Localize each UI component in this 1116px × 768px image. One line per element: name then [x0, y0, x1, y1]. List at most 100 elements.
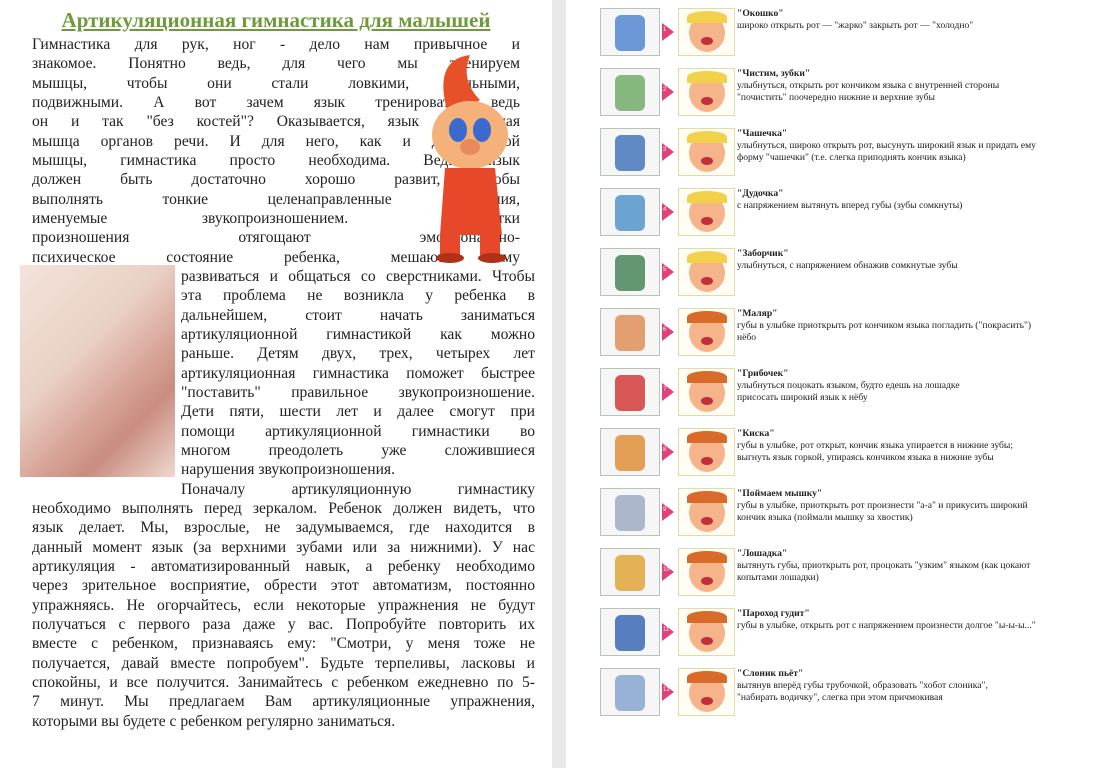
child-face-illustration — [678, 368, 735, 416]
exercise-title: "Заборчик" — [737, 248, 789, 259]
text-line: мышца органов речи. И для него, как и дл… — [32, 132, 520, 150]
exercise-title: "Чистим, зубки" — [737, 68, 811, 79]
child-face-illustration — [678, 248, 735, 296]
exercise-item: 3 "Чашечка" улыбнуться, широко открыть рот… — [600, 128, 1110, 180]
text-line: нарушения звукопроизношения. — [181, 461, 395, 479]
exercise-item: 6 "Маляр" губы в улыбке приоткрыть рот кон… — [600, 308, 1110, 360]
text-line: 7 минут. Мы предлагаем Вам артикуляционн… — [32, 693, 535, 711]
child-face-illustration — [678, 608, 735, 656]
left-page: Артикуляционная гимнастика для малышей Г… — [0, 0, 552, 768]
exercise-description: выгнуть язык горкой, упираясь кончиком я… — [737, 452, 994, 463]
text-line: через зрительное восприятие, обрести это… — [32, 577, 535, 595]
text-line: артикуляционной гимнастикой как можно — [181, 325, 535, 343]
text-line: Гимнастика для рук, ног - дело нам привы… — [32, 36, 520, 53]
exercise-number: 4 — [663, 207, 667, 213]
exercise-illustration — [600, 68, 660, 116]
exercise-description: губы в улыбке, открыть рот с напряжением… — [737, 620, 1036, 631]
exercise-title: "Поймаем мышку" — [737, 488, 823, 499]
text-line: выполнять тонкие целенаправленные движен… — [32, 190, 520, 208]
child-lips-photo — [20, 265, 175, 477]
text-line: Дети пяти, шести лет и далее смогут при — [181, 403, 535, 421]
exercise-description: улыбнуться поцокать языком, будто едешь … — [737, 380, 960, 391]
child-face-illustration — [678, 308, 735, 356]
arrow-icon — [662, 323, 674, 341]
exercise-description: кончик языка (поймали мышку за хвостик) — [737, 512, 913, 523]
text-line: должен быть достаточно хорошо развит, чт… — [32, 171, 520, 189]
exercise-item: 4 "Дудочка" с напряжением вытянуть вперед … — [600, 188, 1110, 240]
exercise-number: 12 — [663, 687, 670, 693]
exercise-description: улыбнуться, широко открыть рот, высунуть… — [737, 140, 1036, 151]
arrow-icon — [662, 143, 674, 161]
text-line: которыми вы будете с ребенком регулярно … — [32, 712, 396, 730]
exercise-number: 9 — [663, 507, 667, 513]
exercise-item: 7 "Грибочек" улыбнуться поцокать языком, б… — [600, 368, 1110, 420]
text-line: Поначалу артикуляционную гимнастику — [181, 480, 535, 498]
exercise-illustration — [600, 488, 660, 536]
child-face-illustration — [678, 668, 735, 716]
text-line: подвижными. А вот зачем язык тренировать… — [32, 93, 520, 111]
exercise-illustration — [600, 248, 660, 296]
arrow-icon — [662, 203, 674, 221]
exercise-illustration — [600, 368, 660, 416]
exercise-description: "набирать водичку", слегка при этом прич… — [737, 692, 943, 703]
text-line: мышцы, гимнастика просто необходима. Вед… — [32, 151, 520, 169]
exercise-item: 10 "Лошадка" вытянуть губы, приоткрыть рот… — [600, 548, 1110, 600]
exercise-title: "Лошадка" — [737, 548, 788, 559]
text-line: получаться с первого раза даже у вас. По… — [32, 615, 535, 633]
arrow-icon — [662, 563, 674, 581]
text-line: эта проблема не возникла у ребенка в — [181, 287, 535, 305]
text-line: раньше. Детям двух, трех, четырех лет — [181, 345, 535, 363]
exercise-title: "Слоник пьёт" — [737, 668, 804, 679]
exercise-item: 9 "Поймаем мышку" губы в улыбке, приоткрыт… — [600, 488, 1110, 540]
exercise-description: губы в улыбке, рот открыт, кончик языка … — [737, 440, 1014, 451]
exercise-description: улыбнуться, с напряжением обнажив сомкну… — [737, 260, 958, 271]
text-line: помощи артикуляционной гимнастики во — [181, 422, 535, 440]
arrow-icon — [662, 23, 674, 41]
exercise-item: 5 "Заборчик" улыбнуться, с напряжением обн… — [600, 248, 1110, 300]
text-line: развиваться и общаться со сверстниками. … — [181, 268, 535, 285]
text-line: "поставить" правильное звукопроизношение… — [181, 383, 535, 401]
exercise-item: 12 "Слоник пьёт" вытянув вперёд губы трубо… — [600, 668, 1110, 720]
exercise-illustration — [600, 128, 660, 176]
gnome-cartoon-image — [410, 50, 540, 265]
exercise-title: "Чашечка" — [737, 128, 788, 139]
text-line: артикуляционная гимнастика поможет быстр… — [181, 364, 535, 382]
arrow-icon — [662, 443, 674, 461]
exercise-number: 1 — [663, 27, 667, 33]
exercise-illustration — [600, 608, 660, 656]
text-line: он и так "без костей"? Оказывается, язык… — [32, 113, 520, 131]
exercise-title: "Окошко" — [737, 8, 784, 19]
exercise-title: "Грибочек" — [737, 368, 789, 379]
exercise-description: "почистить" поочередно нижние и верхние … — [737, 92, 935, 103]
arrow-icon — [662, 623, 674, 641]
arrow-icon — [662, 383, 674, 401]
exercise-number: 7 — [663, 387, 667, 393]
child-face-illustration — [678, 488, 735, 536]
arrow-icon — [662, 83, 674, 101]
exercise-number: 6 — [663, 327, 667, 333]
arrow-icon — [662, 683, 674, 701]
text-line: артикуляция - автоматизированный навык, … — [32, 557, 535, 575]
exercise-description: с напряжением вытянуть вперед губы (зубы… — [737, 200, 963, 211]
exercise-item: 2 "Чистим, зубки" улыбнуться, открыть рот … — [600, 68, 1110, 120]
exercise-item: 1 "Окошко" широко открыть рот — "жарко" за… — [600, 8, 1110, 60]
exercise-item: 8 "Киска" губы в улыбке, рот открыт, кончи… — [600, 428, 1110, 480]
exercise-number: 3 — [663, 147, 667, 153]
exercise-number: 5 — [663, 267, 667, 273]
right-page: 1 "Окошко" широко открыть рот — "жарко" за… — [566, 0, 1116, 768]
exercise-title: "Дудочка" — [737, 188, 784, 199]
exercise-title: "Пароход гудит" — [737, 608, 810, 619]
child-face-illustration — [678, 8, 735, 56]
text-line: психическое состояние ребенка, мешают ем… — [32, 248, 520, 266]
text-line: необходимо выполнять перед зеркалом. Реб… — [32, 500, 535, 517]
arrow-icon — [662, 503, 674, 521]
text-line: спокойны, и все получится. Занимайтесь с… — [32, 673, 535, 691]
exercise-description: нёбо — [737, 332, 757, 343]
child-face-illustration — [678, 128, 735, 176]
child-face-illustration — [678, 68, 735, 116]
exercise-number: 11 — [663, 627, 670, 633]
child-face-illustration — [678, 428, 735, 476]
exercise-item: 11 "Пароход гудит" губы в улыбке, открыть … — [600, 608, 1110, 660]
exercise-title: "Киска" — [737, 428, 775, 439]
text-line: язык делает. Мы, взрослые, не задумываем… — [32, 519, 535, 537]
